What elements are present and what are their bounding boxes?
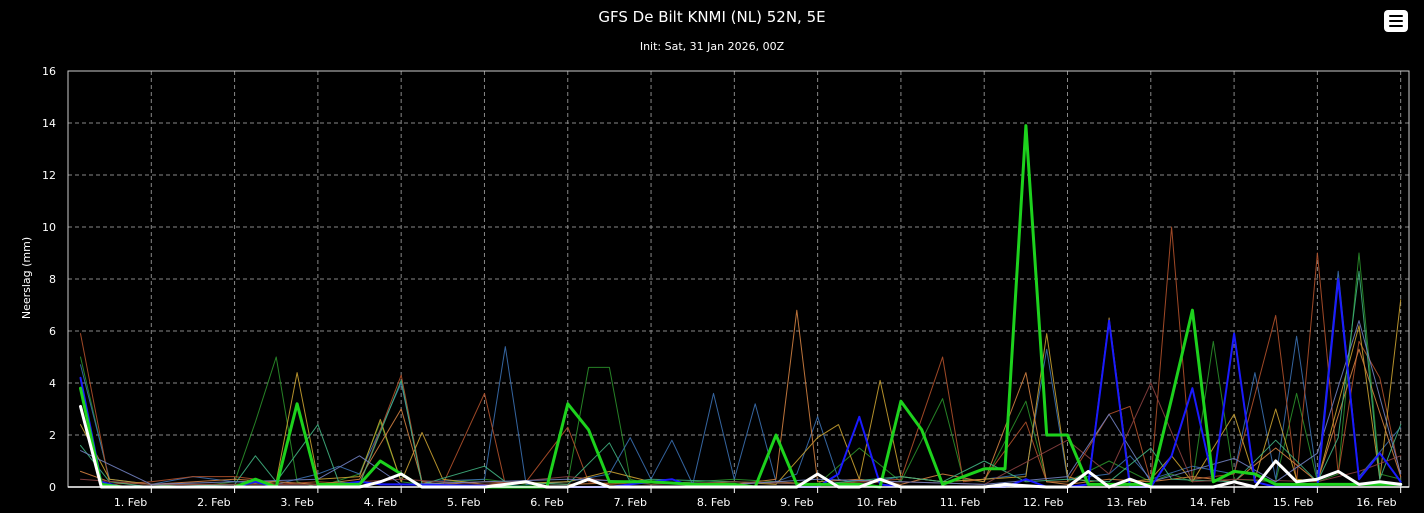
x-tick-label: 1. Feb [114, 496, 147, 509]
x-tick-label: 10. Feb [856, 496, 896, 509]
hamburger-menu-icon[interactable] [1384, 10, 1408, 32]
x-tick-label: 7. Feb [614, 496, 647, 509]
grid-lines [68, 70, 1409, 487]
plot-border [67, 70, 1410, 488]
series-line [80, 226, 1402, 485]
series-line [80, 309, 1402, 485]
y-tick-label: 14 [42, 117, 56, 130]
y-tick-label: 8 [49, 273, 56, 286]
series-line [80, 270, 1402, 485]
chart-subtitle: Init: Sat, 31 Jan 2026, 00Z [639, 40, 785, 53]
x-tick-label: 16. Feb [1356, 496, 1396, 509]
x-tick-label: 12. Feb [1023, 496, 1063, 509]
y-tick-label: 12 [42, 169, 56, 182]
x-tick-label: 3. Feb [280, 496, 313, 509]
y-tick-label: 4 [49, 377, 56, 390]
y-axis-label: Neerslag (mm) [20, 237, 33, 319]
y-tick-label: 10 [42, 221, 56, 234]
x-tick-label: 6. Feb [530, 496, 563, 509]
series-line [80, 252, 1402, 488]
x-tick-label: 14. Feb [1190, 496, 1230, 509]
y-tick-label: 16 [42, 65, 56, 78]
x-tick-label: 5. Feb [447, 496, 480, 509]
y-tick-label: 2 [49, 429, 56, 442]
chart-title: GFS De Bilt KNMI (NL) 52N, 5E [598, 8, 826, 26]
x-tick-label: 4. Feb [364, 496, 397, 509]
y-tick-label: 6 [49, 325, 56, 338]
y-tick-label: 0 [49, 481, 56, 494]
series-line [80, 270, 1402, 488]
x-tick-label: 15. Feb [1273, 496, 1313, 509]
x-tick-label: 9. Feb [780, 496, 813, 509]
series-line [80, 320, 1402, 485]
x-tick-label: 13. Feb [1106, 496, 1146, 509]
series-layer [79, 124, 1403, 489]
series-line [79, 124, 1403, 489]
x-tick-label: 2. Feb [197, 496, 230, 509]
x-tick-label: 11. Feb [940, 496, 980, 509]
x-tick-label: 8. Feb [697, 496, 730, 509]
axes: 0 2 4 6 8 10 12 14 16 1. Feb 2. Feb 3. Feb 4. Feb 5. … [42, 65, 1410, 509]
